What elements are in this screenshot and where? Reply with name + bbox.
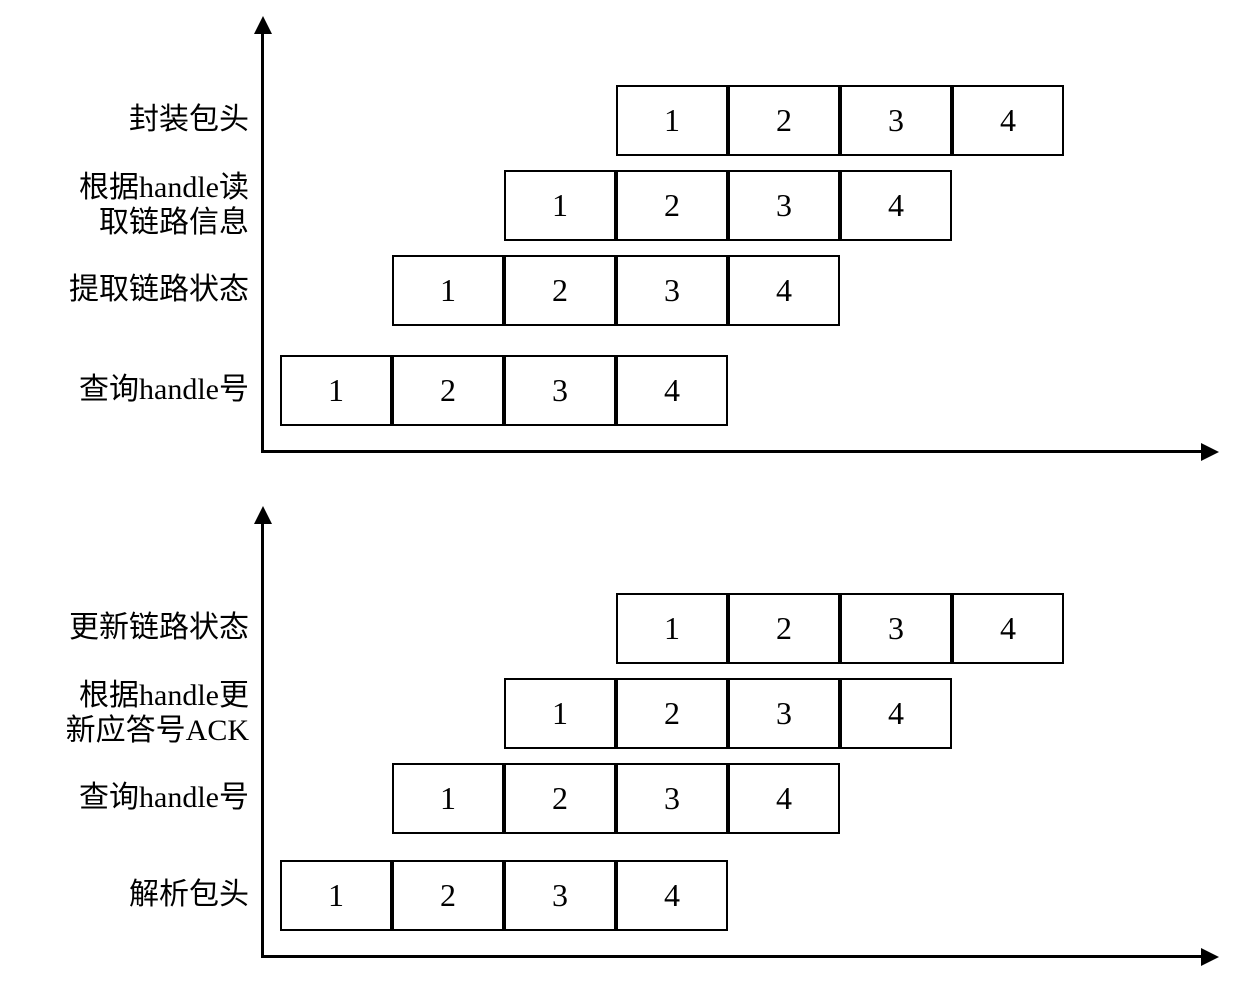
row-label: 根据handle更 新应答号ACK (66, 679, 249, 748)
arrow-right-icon (1201, 948, 1219, 966)
pipeline-cell: 1 (280, 860, 392, 931)
pipeline-cell: 2 (728, 593, 840, 664)
pipeline-cell: 1 (392, 763, 504, 834)
pipeline-cell: 4 (840, 678, 952, 749)
pipeline-cell: 2 (392, 860, 504, 931)
pipeline-cell: 2 (616, 678, 728, 749)
arrow-up-icon (254, 506, 272, 524)
pipeline-cell: 3 (504, 860, 616, 931)
pipeline-cell: 4 (952, 593, 1064, 664)
pipeline-cell: 4 (616, 860, 728, 931)
row-label: 解析包头 (129, 878, 249, 913)
y-axis (261, 510, 264, 955)
pipeline-cell: 3 (840, 593, 952, 664)
pipeline-cell: 3 (728, 678, 840, 749)
pipeline-cell: 2 (504, 763, 616, 834)
pipeline-cell: 1 (616, 593, 728, 664)
pipeline-cell: 1 (504, 678, 616, 749)
pipeline-chart-bottom: 更新链路状态1234根据handle更 新应答号ACK1234查询handle号… (0, 0, 1240, 991)
row-label: 查询handle号 (79, 781, 249, 816)
row-label: 更新链路状态 (69, 611, 249, 646)
x-axis (261, 955, 1205, 958)
pipeline-cell: 3 (616, 763, 728, 834)
pipeline-cell: 4 (728, 763, 840, 834)
